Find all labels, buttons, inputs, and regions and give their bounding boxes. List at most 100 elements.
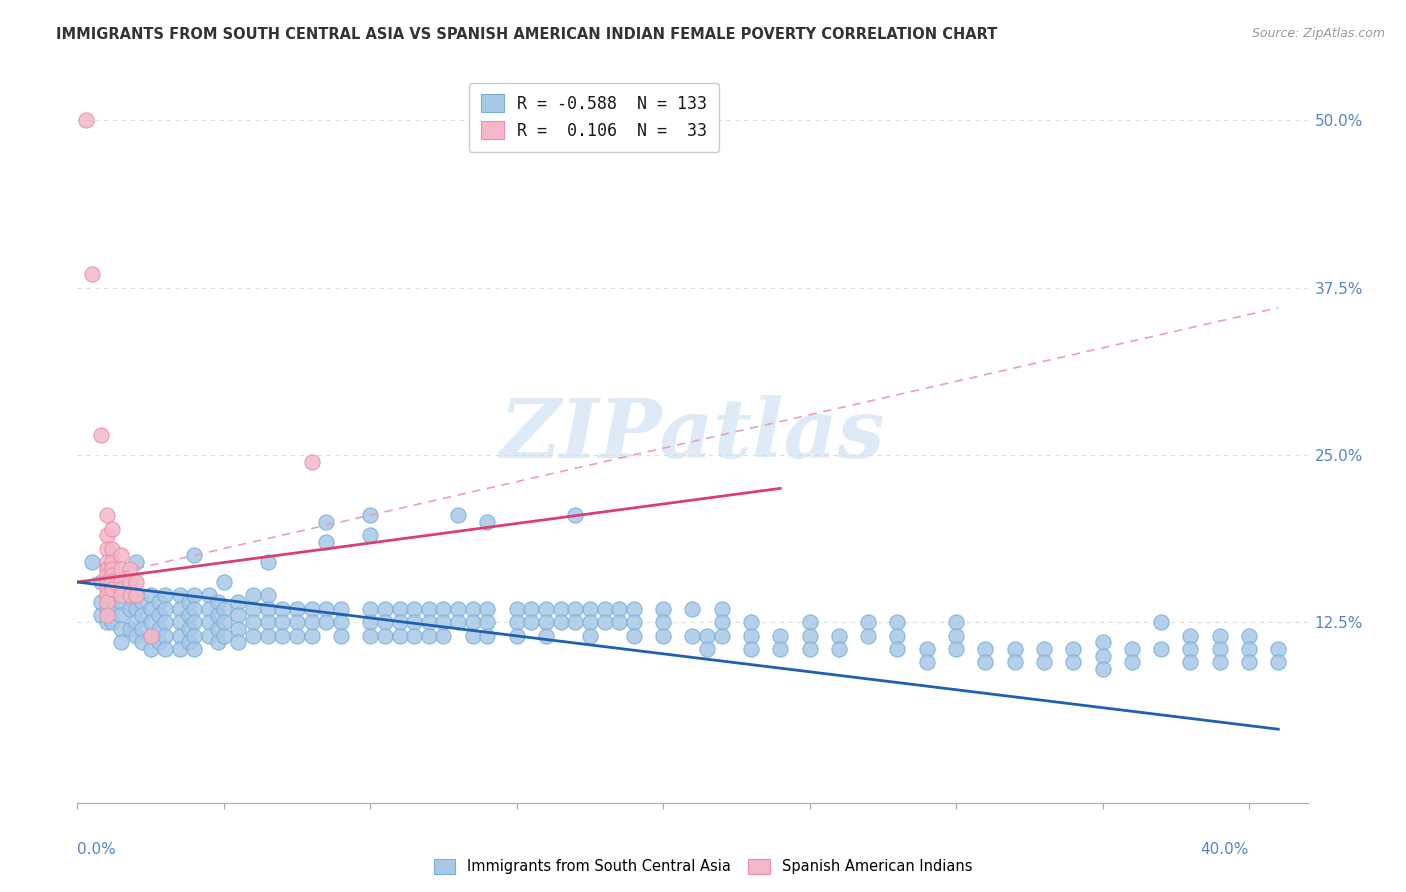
Point — [110, 608, 132, 623]
Point — [359, 528, 381, 542]
Point — [120, 574, 141, 589]
Point — [388, 601, 411, 615]
Point — [858, 615, 880, 630]
Point — [131, 608, 153, 623]
Point — [1091, 662, 1114, 676]
Point — [477, 601, 499, 615]
Point — [710, 601, 733, 615]
Point — [96, 608, 118, 623]
Point — [710, 615, 733, 630]
Point — [1033, 655, 1056, 669]
Point — [623, 615, 645, 630]
Point — [418, 628, 440, 642]
Point — [101, 568, 124, 582]
Point — [207, 622, 229, 636]
Point — [177, 622, 200, 636]
Point — [228, 635, 250, 649]
Point — [153, 615, 177, 630]
Point — [101, 574, 124, 589]
Point — [432, 628, 454, 642]
Point — [198, 589, 221, 603]
Point — [477, 628, 499, 642]
Point — [177, 608, 200, 623]
Point — [564, 615, 586, 630]
Point — [418, 615, 440, 630]
Point — [183, 548, 205, 563]
Point — [80, 555, 103, 569]
Point — [315, 515, 337, 529]
Point — [374, 628, 396, 642]
Point — [80, 268, 103, 282]
Point — [550, 615, 572, 630]
Point — [148, 622, 170, 636]
Point — [329, 628, 352, 642]
Point — [1091, 648, 1114, 663]
Point — [198, 601, 221, 615]
Point — [1209, 642, 1232, 657]
Point — [285, 601, 308, 615]
Point — [534, 628, 557, 642]
Point — [915, 642, 938, 657]
Point — [110, 595, 132, 609]
Point — [169, 601, 191, 615]
Point — [285, 628, 308, 642]
Point — [242, 589, 264, 603]
Point — [101, 568, 124, 582]
Point — [212, 615, 235, 630]
Point — [183, 628, 205, 642]
Point — [974, 642, 997, 657]
Point — [1062, 655, 1084, 669]
Point — [404, 615, 426, 630]
Point — [169, 589, 191, 603]
Point — [886, 628, 908, 642]
Point — [447, 615, 470, 630]
Point — [1033, 642, 1056, 657]
Point — [120, 589, 141, 603]
Point — [148, 595, 170, 609]
Point — [886, 642, 908, 657]
Point — [153, 628, 177, 642]
Point — [96, 595, 118, 609]
Point — [110, 548, 132, 563]
Point — [945, 642, 967, 657]
Point — [228, 608, 250, 623]
Point — [228, 622, 250, 636]
Point — [139, 628, 162, 642]
Point — [139, 642, 162, 657]
Point — [652, 628, 675, 642]
Point — [579, 615, 602, 630]
Point — [579, 601, 602, 615]
Point — [110, 622, 132, 636]
Point — [1267, 642, 1289, 657]
Point — [96, 555, 118, 569]
Point — [432, 601, 454, 615]
Point — [110, 635, 132, 649]
Point — [96, 615, 118, 630]
Point — [534, 615, 557, 630]
Point — [110, 562, 132, 576]
Point — [828, 628, 851, 642]
Point — [374, 601, 396, 615]
Point — [125, 574, 148, 589]
Point — [101, 541, 124, 556]
Point — [110, 574, 132, 589]
Point — [315, 615, 337, 630]
Point — [1180, 628, 1202, 642]
Point — [96, 574, 118, 589]
Point — [461, 628, 484, 642]
Point — [799, 628, 821, 642]
Point — [506, 601, 529, 615]
Point — [96, 508, 118, 523]
Point — [682, 628, 704, 642]
Point — [1237, 628, 1260, 642]
Point — [242, 601, 264, 615]
Point — [359, 615, 381, 630]
Point — [148, 608, 170, 623]
Point — [799, 615, 821, 630]
Point — [301, 454, 323, 469]
Point — [256, 615, 278, 630]
Point — [388, 628, 411, 642]
Point — [477, 615, 499, 630]
Point — [359, 508, 381, 523]
Point — [607, 615, 630, 630]
